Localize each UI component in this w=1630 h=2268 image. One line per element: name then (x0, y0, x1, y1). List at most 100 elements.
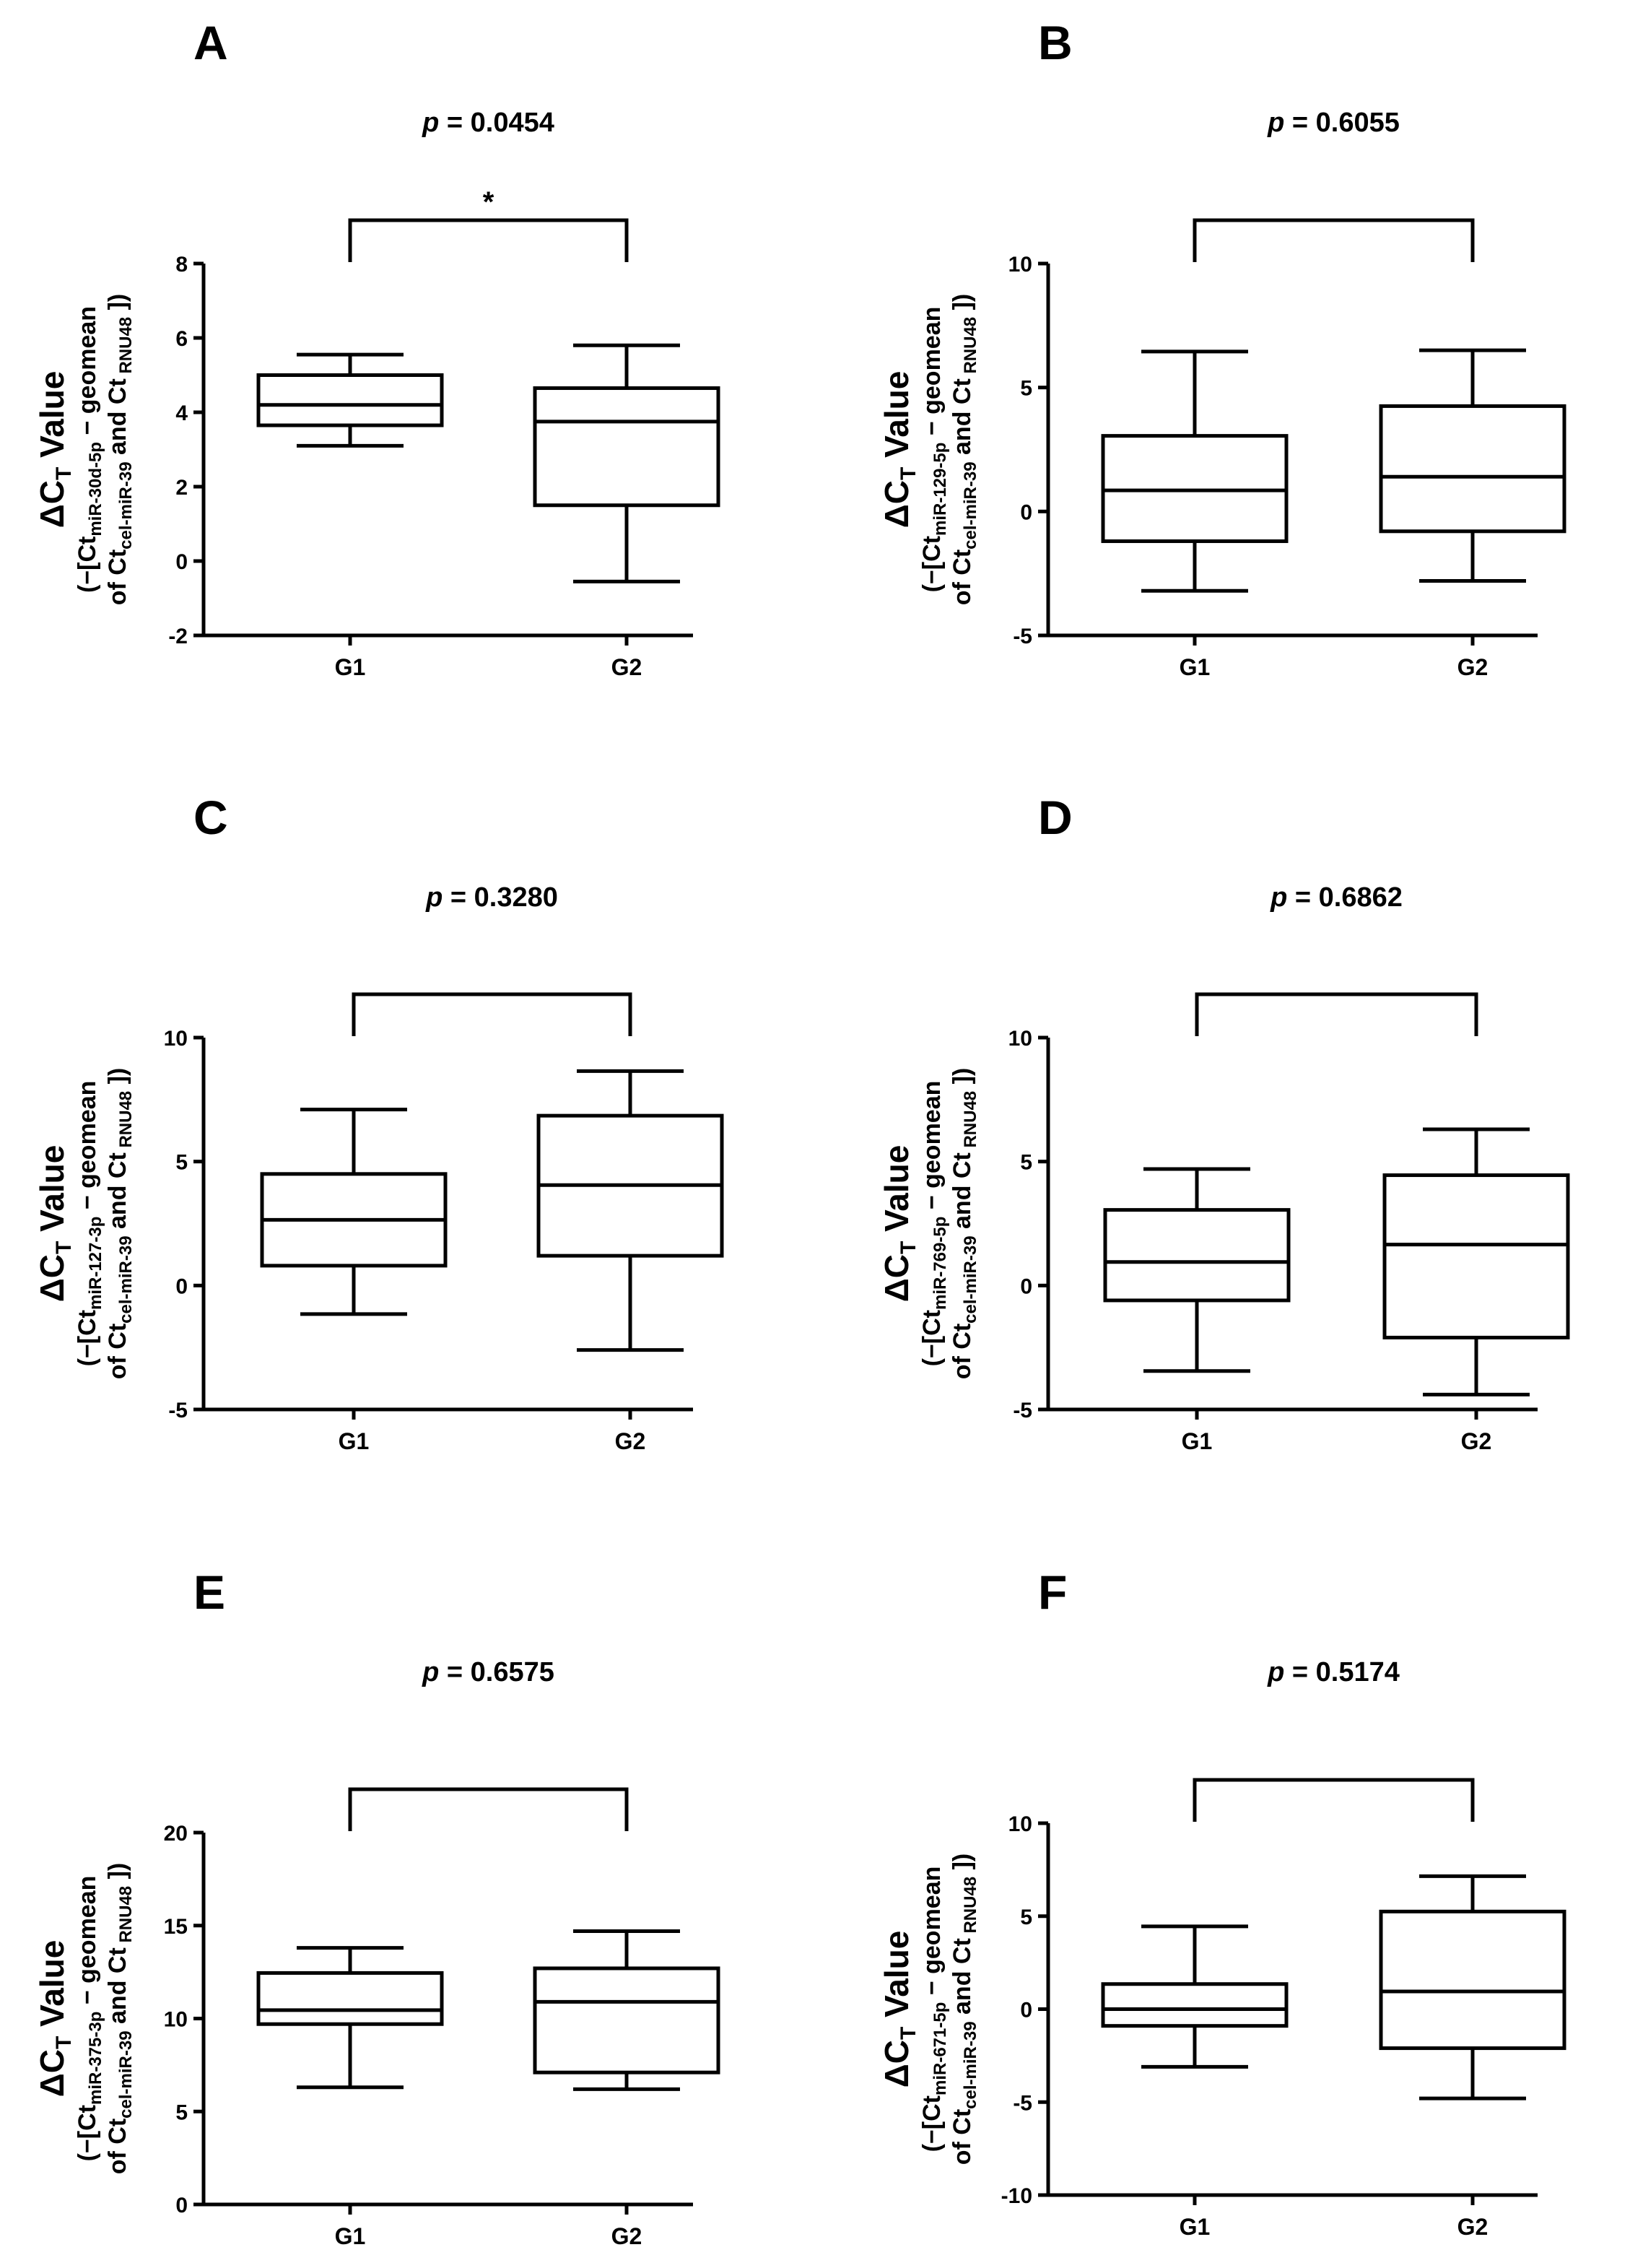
svg-text:of Ctcel-miR-39 and Ct RNU48 ]: of Ctcel-miR-39 and Ct RNU48 ]) (104, 294, 136, 605)
svg-text:ΔCT Value: ΔCT Value (33, 1145, 76, 1303)
panel-a: Ap = 0.0454 * -2 0 2 4 6 8 G1 G2 ΔCT Value(−[CtmiR… (33, 16, 720, 680)
svg-text:(−[CtmiR-671-5p − geomean: (−[CtmiR-671-5p − geomean (918, 1867, 950, 2152)
svg-text:of Ctcel-miR-39 and Ct RNU48 ]: of Ctcel-miR-39 and Ct RNU48 ]) (949, 1068, 980, 1379)
svg-text:ΔCT Value: ΔCT Value (33, 371, 76, 529)
box-g2 (1379, 1874, 1566, 2100)
y-tick-label: 10 (164, 2008, 188, 2032)
significance-bracket (348, 1787, 629, 1831)
y-tick-label: 0 (1020, 1999, 1032, 2022)
box-g1 (256, 1946, 444, 2090)
y-tick-label: 10 (1008, 253, 1032, 277)
svg-text:ΔCT Value: ΔCT Value (878, 371, 920, 529)
iqr-box (533, 1966, 720, 2074)
y-tick-label: 0 (1020, 1274, 1032, 1298)
box-g1 (256, 352, 444, 448)
iqr-box (1379, 404, 1566, 534)
svg-text:of Ctcel-miR-39 and Ct RNU48 ]: of Ctcel-miR-39 and Ct RNU48 ]) (104, 1068, 136, 1379)
box-g1 (1101, 349, 1289, 593)
y-tick-label: -5 (168, 1399, 188, 1422)
x-tick-label: G1 (335, 2223, 366, 2249)
y-tick-label: 5 (1020, 1906, 1032, 1929)
svg-text:of Ctcel-miR-39 and Ct RNU48 ]: of Ctcel-miR-39 and Ct RNU48 ]) (949, 1854, 980, 2165)
y-tick-label: 10 (1008, 1027, 1032, 1051)
y-tick-label: 10 (1008, 1812, 1032, 1836)
significance-bracket (352, 992, 632, 1036)
x-tick-label: G2 (611, 2223, 642, 2249)
x-tick-label: G2 (1457, 2214, 1489, 2240)
iqr-box (256, 373, 444, 427)
significance-star: * (483, 186, 494, 218)
x-tick-label: G2 (1457, 654, 1489, 680)
svg-text:(−[CtmiR-30d-5p − geomean: (−[CtmiR-30d-5p − geomean (74, 306, 105, 593)
box-g1 (1101, 1924, 1289, 2069)
panel-letter: D (1038, 791, 1073, 844)
svg-text:ΔCT Value: ΔCT Value (878, 1145, 920, 1303)
panel-c: Cp = 0.3280 -5 0 5 10 G1 G2 ΔCT Value(−[CtmiR-1… (33, 791, 724, 1454)
box-g1 (260, 1108, 448, 1316)
panel-letter: B (1038, 16, 1073, 69)
p-value-title: p = 0.6862 (1270, 882, 1403, 913)
p-value-title: p = 0.0454 (422, 108, 554, 138)
panel-f: Fp = 0.5174 -10 -5 0 5 10 G1 G2 ΔCT Value(−[Ctmi… (878, 1565, 1566, 2240)
y-tick-label: -5 (1013, 1399, 1032, 1422)
box-g2 (533, 343, 720, 583)
panel-e: Ep = 0.6575 0 5 10 15 20 G1 G2 ΔCT Value(−[CtmiR… (33, 1565, 720, 2249)
panel-letter: F (1038, 1565, 1067, 1619)
p-value-title: p = 0.3280 (425, 882, 558, 913)
iqr-box (1103, 1208, 1291, 1303)
y-tick-label: -10 (1001, 2184, 1032, 2208)
y-tick-label: 0 (175, 550, 188, 574)
significance-bracket (1195, 992, 1478, 1036)
x-tick-label: G2 (615, 1428, 646, 1454)
y-tick-label: 2 (175, 476, 188, 500)
iqr-box (533, 386, 720, 508)
significance-bracket (1193, 218, 1475, 262)
y-tick-label: 10 (164, 1027, 188, 1051)
significance-bracket (1193, 1778, 1475, 1822)
svg-text:ΔCT Value: ΔCT Value (878, 1931, 920, 2088)
box-g2 (533, 1929, 720, 2091)
iqr-box (1379, 1909, 1566, 2051)
p-value-title: p = 0.6575 (422, 1657, 554, 1687)
y-tick-label: 5 (175, 2100, 188, 2124)
x-tick-label: G1 (335, 654, 366, 680)
y-tick-label: 6 (175, 327, 188, 351)
panel-d: Dp = 0.6862 -5 0 5 10 G1 G2 ΔCT Value(−[CtmiR-7… (878, 791, 1570, 1454)
x-tick-label: G1 (1180, 2214, 1211, 2240)
y-tick-label: -2 (168, 625, 188, 648)
panel-letter: C (193, 791, 228, 844)
svg-text:(−[CtmiR-127-3p − geomean: (−[CtmiR-127-3p − geomean (74, 1081, 105, 1367)
box-g2 (1382, 1127, 1570, 1396)
x-tick-label: G1 (1180, 654, 1211, 680)
y-tick-label: 5 (1020, 1151, 1032, 1175)
panel-letter: A (193, 16, 228, 69)
iqr-box (1101, 1982, 1289, 2028)
iqr-box (1382, 1173, 1570, 1339)
y-tick-label: 15 (164, 1915, 188, 1939)
iqr-box (256, 1971, 444, 2026)
y-tick-label: 8 (175, 253, 188, 277)
y-tick-label: 5 (1020, 377, 1032, 401)
significance-bracket (348, 218, 629, 262)
p-value-title: p = 0.5174 (1267, 1657, 1400, 1687)
x-tick-label: G2 (1461, 1428, 1492, 1454)
box-g2 (536, 1069, 724, 1352)
y-tick-label: 0 (175, 1274, 188, 1298)
y-tick-label: 4 (175, 401, 188, 425)
svg-text:(−[CtmiR-375-3p − geomean: (−[CtmiR-375-3p − geomean (74, 1876, 105, 2162)
p-value-title: p = 0.6055 (1267, 108, 1400, 138)
x-tick-label: G1 (1182, 1428, 1213, 1454)
y-tick-label: 0 (1020, 500, 1032, 524)
svg-text:ΔCT Value: ΔCT Value (33, 1940, 76, 2098)
svg-text:of Ctcel-miR-39 and Ct RNU48 ]: of Ctcel-miR-39 and Ct RNU48 ]) (104, 1863, 136, 2174)
panel-letter: E (193, 1565, 225, 1619)
y-tick-label: -5 (1013, 625, 1032, 648)
x-tick-label: G2 (611, 654, 642, 680)
svg-text:(−[CtmiR-769-5p − geomean: (−[CtmiR-769-5p − geomean (918, 1081, 950, 1367)
